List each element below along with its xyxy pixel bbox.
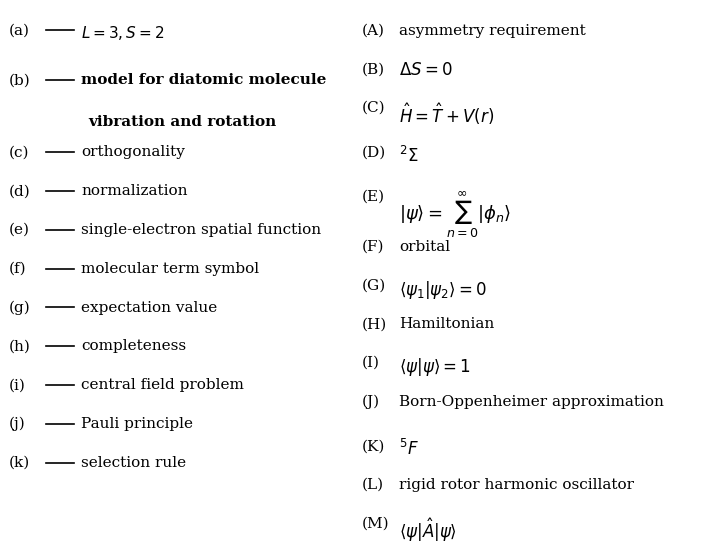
Text: (D): (D) bbox=[361, 145, 386, 159]
Text: Pauli principle: Pauli principle bbox=[81, 417, 193, 431]
Text: (b): (b) bbox=[9, 74, 30, 87]
Text: (i): (i) bbox=[9, 378, 25, 392]
Text: molecular term symbol: molecular term symbol bbox=[81, 262, 259, 276]
Text: Born-Oppenheimer approximation: Born-Oppenheimer approximation bbox=[399, 395, 664, 409]
Text: (d): (d) bbox=[9, 184, 30, 198]
Text: normalization: normalization bbox=[81, 184, 188, 198]
Text: single-electron spatial function: single-electron spatial function bbox=[81, 223, 321, 237]
Text: (G): (G) bbox=[361, 278, 386, 292]
Text: selection rule: selection rule bbox=[81, 456, 186, 470]
Text: $L=3, S=2$: $L=3, S=2$ bbox=[81, 23, 164, 42]
Text: $\langle\psi_1|\psi_2\rangle=0$: $\langle\psi_1|\psi_2\rangle=0$ bbox=[399, 278, 487, 300]
Text: (F): (F) bbox=[361, 240, 384, 253]
Text: (j): (j) bbox=[9, 417, 25, 432]
Text: rigid rotor harmonic oscillator: rigid rotor harmonic oscillator bbox=[399, 478, 635, 492]
Text: (c): (c) bbox=[9, 145, 29, 159]
Text: expectation value: expectation value bbox=[81, 301, 217, 315]
Text: (k): (k) bbox=[9, 456, 30, 470]
Text: asymmetry requirement: asymmetry requirement bbox=[399, 23, 586, 37]
Text: (I): (I) bbox=[361, 356, 379, 370]
Text: (K): (K) bbox=[361, 439, 385, 453]
Text: central field problem: central field problem bbox=[81, 378, 244, 392]
Text: model for diatomic molecule: model for diatomic molecule bbox=[81, 74, 326, 87]
Text: vibration and rotation: vibration and rotation bbox=[88, 115, 276, 129]
Text: (e): (e) bbox=[9, 223, 30, 237]
Text: completeness: completeness bbox=[81, 339, 186, 354]
Text: (A): (A) bbox=[361, 23, 384, 37]
Text: orbital: orbital bbox=[399, 240, 451, 253]
Text: (L): (L) bbox=[361, 478, 383, 492]
Text: (E): (E) bbox=[361, 190, 384, 204]
Text: (a): (a) bbox=[9, 23, 30, 37]
Text: $\langle\psi|\psi\rangle=1$: $\langle\psi|\psi\rangle=1$ bbox=[399, 356, 471, 378]
Text: (H): (H) bbox=[361, 317, 386, 331]
Text: Hamiltonian: Hamiltonian bbox=[399, 317, 495, 331]
Text: $\langle\psi|\hat{A}|\psi\rangle$: $\langle\psi|\hat{A}|\psi\rangle$ bbox=[399, 517, 457, 544]
Text: (h): (h) bbox=[9, 339, 30, 354]
Text: (B): (B) bbox=[361, 62, 384, 76]
Text: (C): (C) bbox=[361, 101, 385, 115]
Text: (M): (M) bbox=[361, 517, 389, 531]
Text: (f): (f) bbox=[9, 262, 26, 276]
Text: $^{2}\Sigma$: $^{2}\Sigma$ bbox=[399, 145, 419, 165]
Text: (g): (g) bbox=[9, 301, 30, 315]
Text: (J): (J) bbox=[361, 395, 380, 409]
Text: $\hat{H}=\hat{T}+V(r)$: $\hat{H}=\hat{T}+V(r)$ bbox=[399, 101, 495, 127]
Text: $^{5}F$: $^{5}F$ bbox=[399, 439, 419, 460]
Text: orthogonality: orthogonality bbox=[81, 145, 185, 159]
Text: $|\psi\rangle = \sum_{n=0}^{\infty}|\phi_n\rangle$: $|\psi\rangle = \sum_{n=0}^{\infty}|\phi… bbox=[399, 190, 512, 240]
Text: $\Delta S=0$: $\Delta S=0$ bbox=[399, 62, 453, 79]
